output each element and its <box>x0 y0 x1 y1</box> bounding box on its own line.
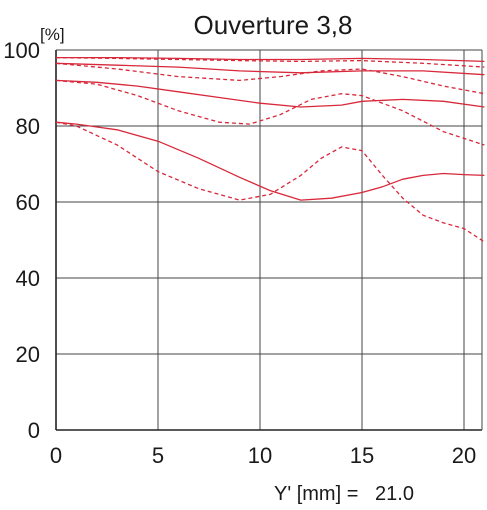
x-tick-labels: 0 5 10 15 20 <box>50 443 476 468</box>
x-tick-label-0: 0 <box>50 443 62 468</box>
y-tick-label-4: 80 <box>16 114 40 139</box>
x-tick-label-1: 5 <box>152 443 164 468</box>
series-line-7-solid <box>55 121 485 201</box>
y-tick-label-3: 60 <box>16 190 40 215</box>
series-line-3-solid <box>55 62 485 76</box>
series-lines <box>55 56 485 243</box>
y-tick-label-1: 20 <box>16 342 40 367</box>
series-line-4-dashed <box>55 62 485 95</box>
x-axis-label: Y' [mm] = 21.0 <box>274 483 414 505</box>
series-line-1-solid <box>56 56 485 63</box>
x-tick-label-4: 20 <box>452 443 476 468</box>
y-tick-label-0: 0 <box>28 418 40 443</box>
x-tick-label-3: 15 <box>350 443 374 468</box>
grid-lines <box>55 49 482 431</box>
y-axis-unit-label: [%] <box>40 25 65 44</box>
plot-frame <box>55 50 483 431</box>
series-line-5-solid <box>55 79 485 108</box>
series-line-6-dashed <box>55 79 485 146</box>
chart-title: Ouverture 3,8 <box>194 10 353 40</box>
series-line-2-dashed <box>55 56 485 68</box>
series-line-8-dashed <box>55 121 485 243</box>
y-tick-label-5: 100 <box>3 38 40 63</box>
y-tick-labels: 0 20 40 60 80 100 <box>3 38 40 443</box>
x-tick-label-2: 10 <box>248 443 272 468</box>
y-tick-label-2: 40 <box>16 266 40 291</box>
